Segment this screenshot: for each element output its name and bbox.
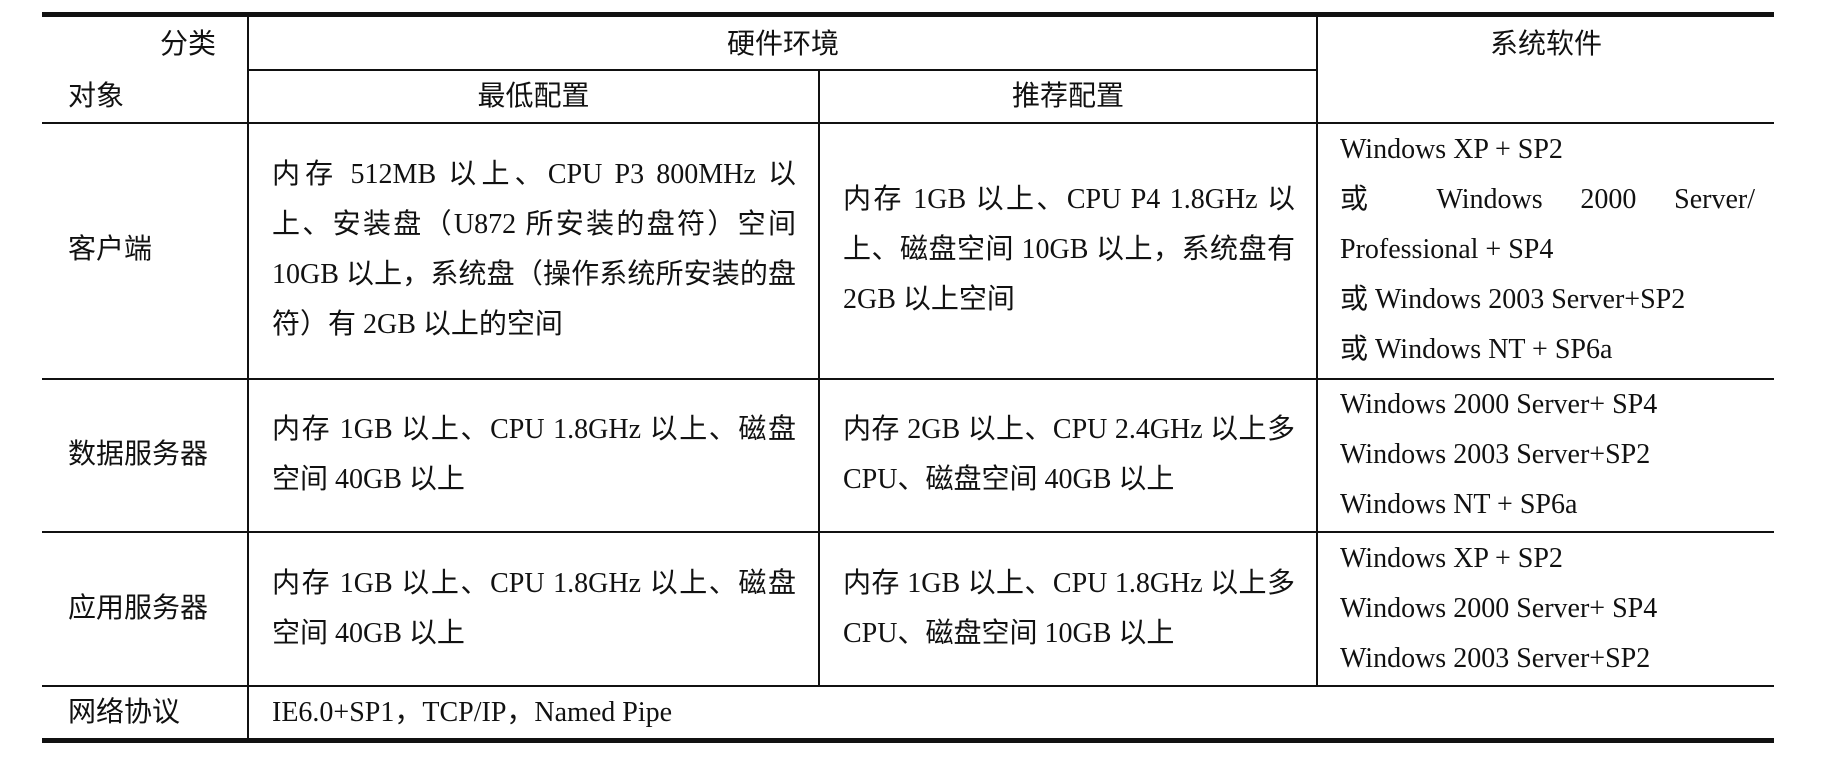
min-config-cell: 内存 1GB 以上、CPU 1.8GHz 以上、磁盘空间 40GB 以上 — [272, 414, 796, 495]
rec-config-cell: 内存 2GB 以上、CPU 2.4GHz 以上多 CPU、磁盘空间 40GB 以… — [843, 414, 1295, 495]
header-rec-config: 推荐配置 — [1011, 81, 1124, 112]
software-cell: Windows 2000 Server+ SP4 Windows 2003 Se… — [1340, 380, 1755, 530]
rec-config-cell: 内存 1GB 以上、CPU 1.8GHz 以上多 CPU、磁盘空间 10GB 以… — [843, 568, 1295, 649]
software-line: Windows XP + SP2 — [1340, 134, 1563, 165]
rule — [42, 378, 1774, 380]
col-rule — [1316, 17, 1318, 686]
top-rule — [42, 12, 1774, 17]
software-line: Windows 2003 Server+SP2 — [1340, 643, 1651, 674]
software-cell: Windows XP + SP2 Windows 2000 Server+ SP… — [1340, 534, 1755, 684]
software-line: Windows XP + SP2 — [1340, 543, 1563, 574]
software-line: Windows 2003 Server+SP2 — [1340, 439, 1651, 470]
rule — [42, 685, 1774, 687]
row-name: 应用服务器 — [68, 593, 209, 624]
col-rule — [818, 69, 820, 686]
software-line: Windows 2000 Server+ SP4 — [1340, 389, 1658, 420]
header-min-config: 最低配置 — [477, 81, 590, 112]
rule — [248, 69, 1317, 71]
software-line: Windows 2000 Server+ SP4 — [1340, 593, 1658, 624]
rule — [42, 122, 1774, 124]
software-line: 或 Windows 2000 Server/ Professional + SP… — [1340, 184, 1755, 265]
network-label: 网络协议 — [68, 697, 181, 728]
header-category: 分类 — [160, 29, 217, 60]
software-line: 或 Windows NT + SP6a — [1340, 334, 1613, 365]
row-name: 客户端 — [68, 234, 153, 265]
bottom-rule — [42, 738, 1774, 743]
min-config-cell: 内存 512MB 以上、CPU P3 800MHz 以上、安装盘（U872 所安… — [272, 159, 796, 340]
header-software: 系统软件 — [1489, 29, 1602, 60]
software-cell: Windows XP + SP2 或 Windows 2000 Server/ … — [1340, 125, 1755, 375]
rec-config-cell: 内存 1GB 以上、CPU P4 1.8GHz 以上、磁盘空间 10GB 以上，… — [843, 184, 1295, 315]
header-object: 对象 — [68, 81, 125, 112]
min-config-cell: 内存 1GB 以上、CPU 1.8GHz 以上、磁盘空间 40GB 以上 — [272, 568, 796, 649]
header-hardware: 硬件环境 — [726, 29, 839, 60]
network-value: IE6.0+SP1，TCP/IP，Named Pipe — [272, 697, 673, 728]
row-name: 数据服务器 — [68, 439, 209, 470]
col-rule — [247, 17, 249, 738]
software-line: Windows NT + SP6a — [1340, 489, 1578, 520]
software-line: 或 Windows 2003 Server+SP2 — [1340, 284, 1686, 315]
rule — [42, 531, 1774, 533]
